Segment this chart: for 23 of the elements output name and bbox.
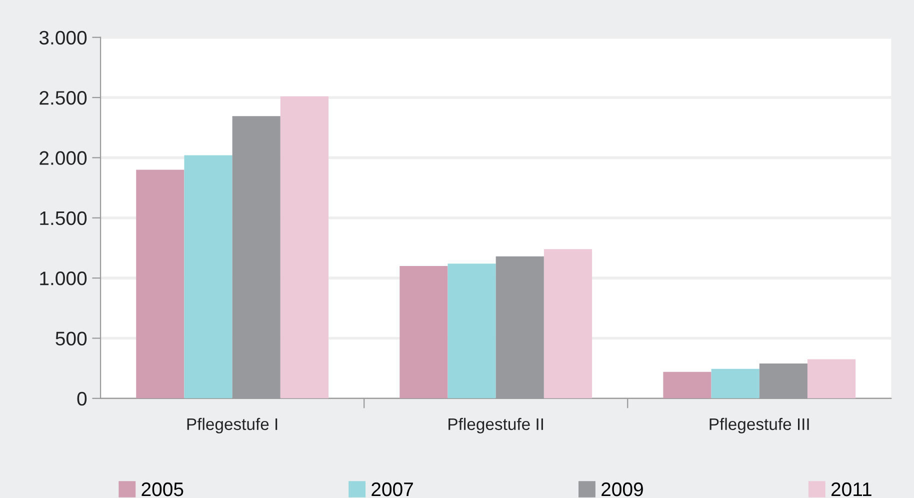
bar — [280, 96, 328, 398]
x-tick-label: Pflegestufe II — [448, 418, 543, 434]
x-tick-label: Pflegestufe III — [710, 418, 809, 434]
legend-label: 2005 — [142, 482, 184, 496]
x-tick-label: Pflegestufe I — [187, 418, 278, 434]
y-tick-label: 2.500 — [40, 90, 87, 105]
bar — [400, 266, 448, 398]
bar — [663, 372, 712, 398]
bar — [807, 359, 856, 398]
legend-label: 2009 — [602, 482, 643, 496]
y-tick-label: 3.000 — [39, 30, 87, 45]
bar — [184, 155, 232, 398]
legend-label: 2007 — [372, 482, 413, 496]
y-tick-label: 0 — [77, 392, 87, 406]
legend-label: 2011 — [831, 482, 872, 496]
bar — [448, 264, 496, 398]
bar — [711, 368, 760, 398]
bar — [136, 170, 184, 398]
y-tick-label: 1.500 — [40, 211, 87, 226]
y-tick-label: 2.000 — [40, 151, 87, 165]
y-tick-label: 500 — [56, 332, 87, 346]
bar — [544, 249, 592, 398]
y-tick-label: 1.000 — [40, 272, 87, 286]
